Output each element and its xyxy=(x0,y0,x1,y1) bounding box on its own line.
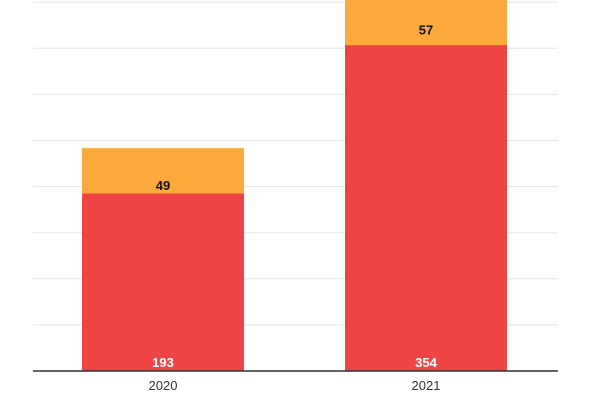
bar-2020-segment-1 xyxy=(82,193,244,371)
data-label-2020-segment-2: 49 xyxy=(156,178,170,193)
data-label-2021-segment-1: 354 xyxy=(415,355,437,370)
x-tick-label-2020: 2020 xyxy=(149,378,178,393)
bar-2020-segment-2 xyxy=(82,148,244,194)
data-label-2020-segment-1: 193 xyxy=(152,355,174,370)
bars xyxy=(82,0,507,371)
data-label-2021-segment-2: 57 xyxy=(419,23,433,38)
data-labels: 193 49 354 57 xyxy=(152,23,437,370)
x-tick-label-2021: 2021 xyxy=(412,378,441,393)
bar-2021-segment-1 xyxy=(345,45,507,371)
bar-2021-segment-2 xyxy=(345,0,507,46)
x-axis-ticks: 2020 2021 xyxy=(149,378,441,393)
